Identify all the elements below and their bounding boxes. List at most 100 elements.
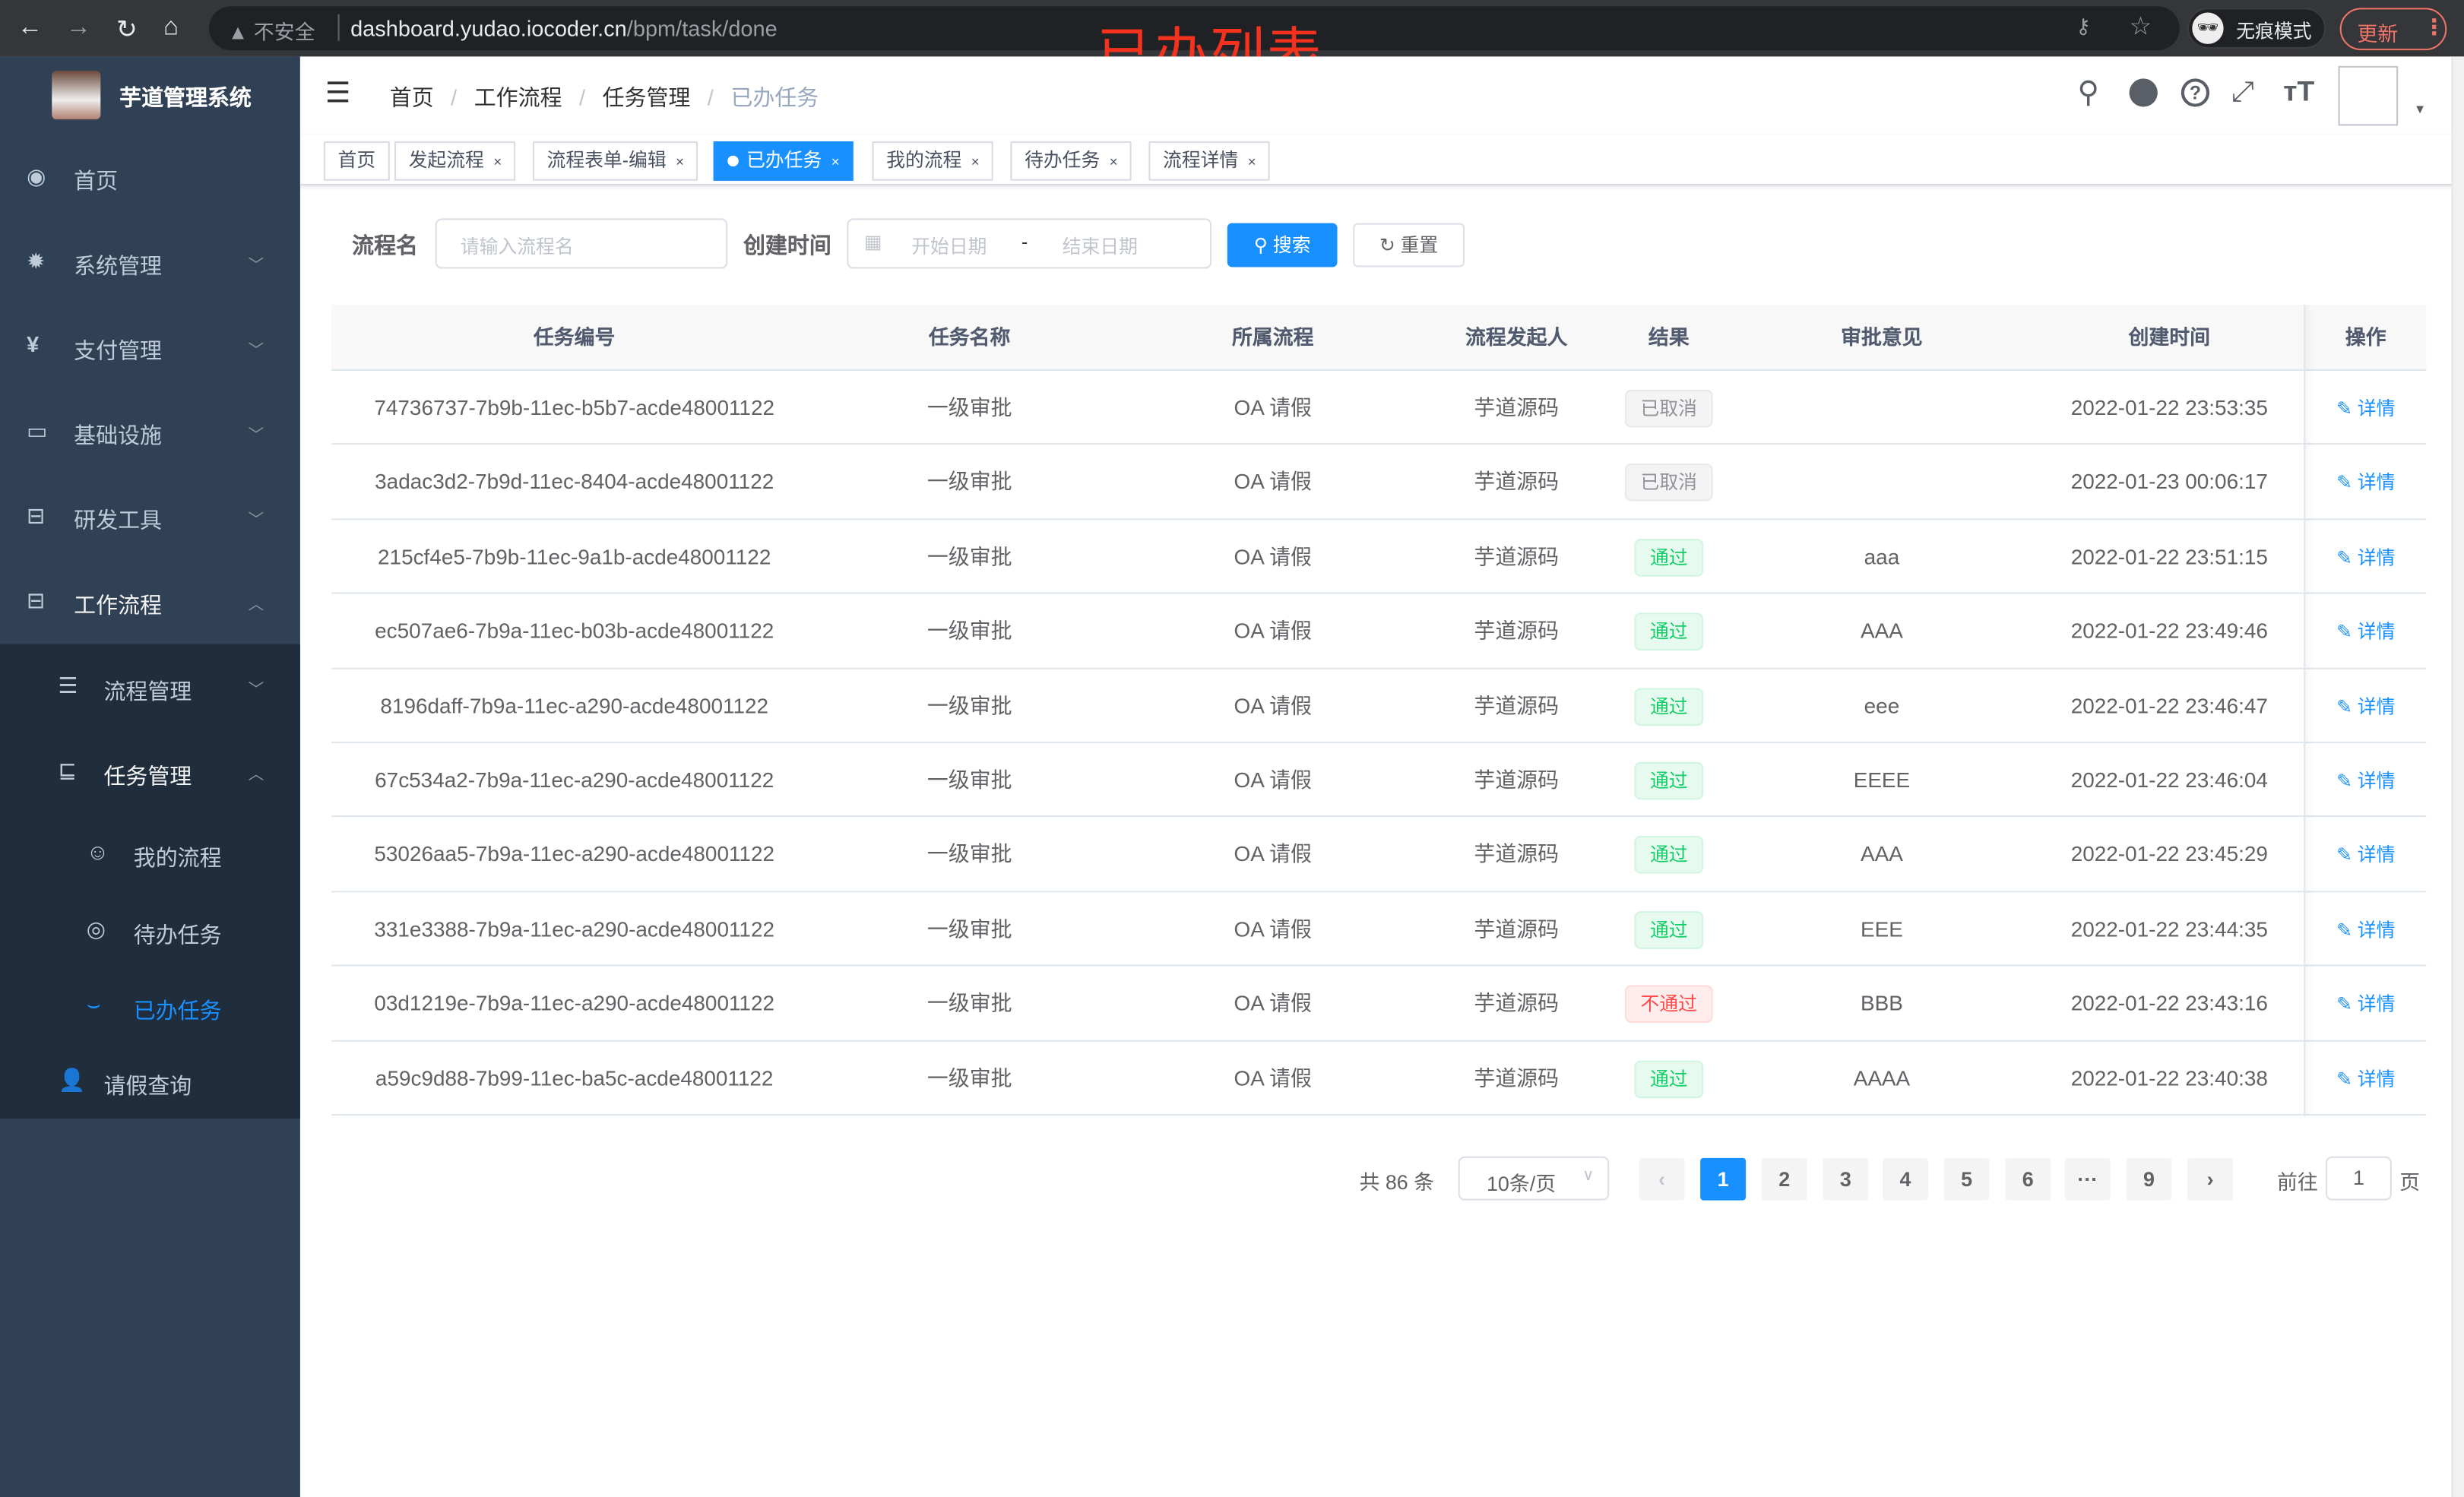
close-icon[interactable]: × [493,153,502,170]
security-warning[interactable]: ▲ 不安全 [227,20,315,44]
detail-label: 详情 [2357,770,2396,793]
cell-process: OA 请假 [1234,843,1312,867]
search-icon[interactable]: ⚲ [2077,77,2100,110]
page-button[interactable]: 4 [1882,1157,1928,1201]
key-icon[interactable]: ⚷ [2076,14,2092,38]
chevron-down-icon: ﹀ [248,512,264,530]
tag-home[interactable]: 首页 [323,141,390,181]
sidebar-item-infra[interactable]: ▭ 基础设施 ﹀ [0,390,300,475]
page-button[interactable]: 9 [2126,1157,2172,1201]
start-date-input[interactable]: 开始日期 [911,236,987,258]
process-name-input[interactable]: 请输入流程名 [435,218,728,269]
page-button[interactable]: 1 [1700,1157,1747,1201]
end-date-input[interactable]: 结束日期 [1062,236,1138,258]
status-badge: 不通过 [1624,985,1713,1024]
address-bar[interactable]: ▲ 不安全 dashboard.yudao.iocoder.cn/bpm/tas… [208,6,2180,51]
chevron-down-icon: ﹀ [248,427,264,445]
page-button[interactable]: 5 [1943,1157,1990,1201]
detail-button[interactable]: ✎ 详情 [2336,472,2395,494]
font-size-icon[interactable]: тT [2283,75,2315,107]
detail-button[interactable]: ✎ 详情 [2336,621,2395,643]
sidebar-item-home[interactable]: ◉ 首页 [0,135,300,220]
back-icon[interactable]: ← [17,14,43,41]
help-icon[interactable]: ? [2181,78,2210,107]
cell-name: 一级审批 [926,992,1012,1016]
detail-button[interactable]: ✎ 详情 [2336,1068,2395,1090]
update-button[interactable]: 更新 ⋮ [2339,8,2447,51]
sidebar-item-devtools[interactable]: ⊟ 研发工具 ﹀ [0,474,300,559]
sidebar-item-done[interactable]: ⌣ 已办任务 [0,968,300,1043]
cell-time: 2022-01-22 23:46:47 [2070,694,2268,718]
sidebar-item-workflow[interactable]: ⊟ 工作流程 ︿ [0,559,300,644]
detail-button[interactable]: ✎ 详情 [2336,397,2395,419]
goto-page-input[interactable]: 1 [2326,1156,2392,1201]
home-icon[interactable]: ⌂ [163,14,179,41]
scrollbar[interactable] [2451,56,2464,1497]
cell-time: 2022-01-22 23:49:46 [2070,619,2268,644]
detail-button[interactable]: ✎ 详情 [2336,844,2395,866]
sidebar-item-system[interactable]: ✹ 系统管理 ﹀ [0,220,300,305]
detail-button[interactable]: ✎ 详情 [2336,993,2395,1015]
detail-button[interactable]: ✎ 详情 [2336,919,2395,941]
page-button[interactable]: 3 [1823,1157,1869,1201]
cell-result: 不通过 [1609,967,1728,1040]
divider [337,14,340,41]
next-page-button[interactable]: › [2187,1157,2234,1201]
cell-starter: 芋道源码 [1474,992,1560,1016]
more-icon[interactable]: ⋮ [2423,14,2446,40]
more-pages-button[interactable]: ··· [2064,1157,2111,1201]
breadcrumb-item[interactable]: 首页 [389,84,434,110]
close-icon[interactable]: × [676,153,684,170]
search-button[interactable]: ⚲ 搜索 [1227,223,1338,267]
tag-process-detail[interactable]: 流程详情 × [1148,141,1271,181]
reset-button[interactable]: ↻ 重置 [1353,223,1465,267]
reload-icon[interactable]: ↻ [116,17,138,44]
close-icon[interactable]: × [971,153,980,170]
sidebar-item-process-manage[interactable]: ☰ 流程管理 ﹀ [0,644,300,730]
close-icon[interactable]: × [831,153,840,170]
cell-starter: 芋道源码 [1474,470,1560,495]
sidebar-item-task-manage[interactable]: ⊑ 任务管理 ︿ [0,729,300,814]
incognito-indicator[interactable]: 🕶 无痕模式 [2187,8,2326,49]
breadcrumb-item[interactable]: 任务管理 [602,84,691,110]
browser-toolbar: ← → ↻ ⌂ ▲ 不安全 dashboard.yudao.iocoder.cn… [0,0,2464,85]
search-icon: ⚲ [1253,234,1268,257]
reset-button-label: 重置 [1400,234,1439,257]
avatar[interactable] [2338,65,2399,126]
detail-button[interactable]: ✎ 详情 [2336,770,2395,792]
page-button[interactable]: 6 [2005,1157,2051,1201]
caret-down-icon[interactable]: ▼ [2413,102,2427,117]
hamburger-icon[interactable]: ☰ [325,77,351,109]
sidebar-item-leave[interactable]: 👤 请假查询 [0,1043,300,1119]
cell-comment: AAAA [1853,1066,1911,1090]
tag-form-edit[interactable]: 流程表单-编辑 × [532,141,698,181]
detail-button[interactable]: ✎ 详情 [2336,695,2395,717]
prev-page-button[interactable]: ‹ [1639,1157,1685,1201]
forward-icon[interactable]: → [65,14,91,41]
chevron-up-icon: ︿ [248,597,264,615]
github-icon[interactable] [2129,78,2158,107]
page-size-select[interactable]: 10条/页 ∨ [1458,1156,1610,1201]
date-range-picker[interactable]: ▦ 开始日期 - 结束日期 [847,218,1212,269]
detail-button[interactable]: ✎ 详情 [2336,546,2395,568]
tag-todo[interactable]: 待办任务 × [1010,141,1132,181]
fullscreen-icon[interactable]: ⤢ [2231,75,2254,107]
breadcrumb-item[interactable]: 工作流程 [473,84,562,110]
sidebar-item-todo[interactable]: ◎ 待办任务 [0,892,300,967]
tag-my-process[interactable]: 我的流程 × [872,141,994,181]
sidebar-item-my-process[interactable]: ☺ 我的流程 [0,814,300,892]
sidebar-item-pay[interactable]: ¥ 支付管理 ﹀ [0,305,300,390]
cell-id: ec507ae6-7b9a-11ec-b03b-acde48001122 [375,619,774,644]
tag-done-tasks[interactable]: 已办任务 × [713,141,854,181]
close-icon[interactable]: × [1247,153,1256,170]
cell-process: OA 请假 [1234,619,1312,644]
page-button[interactable]: 2 [1761,1157,1807,1201]
close-icon[interactable]: × [1109,153,1118,170]
cell-id: 03d1219e-7b9a-11ec-a290-acde48001122 [374,992,775,1016]
table-row: 3adac3d2-7b9d-11ec-8404-acde48001122 一级审批… [331,445,2427,521]
cell-process: OA 请假 [1234,1066,1312,1090]
cell-process: OA 请假 [1234,470,1312,495]
search-button-label: 搜索 [1272,234,1311,257]
tag-start-process[interactable]: 发起流程 × [394,141,516,181]
star-icon[interactable]: ☆ [2129,14,2152,41]
